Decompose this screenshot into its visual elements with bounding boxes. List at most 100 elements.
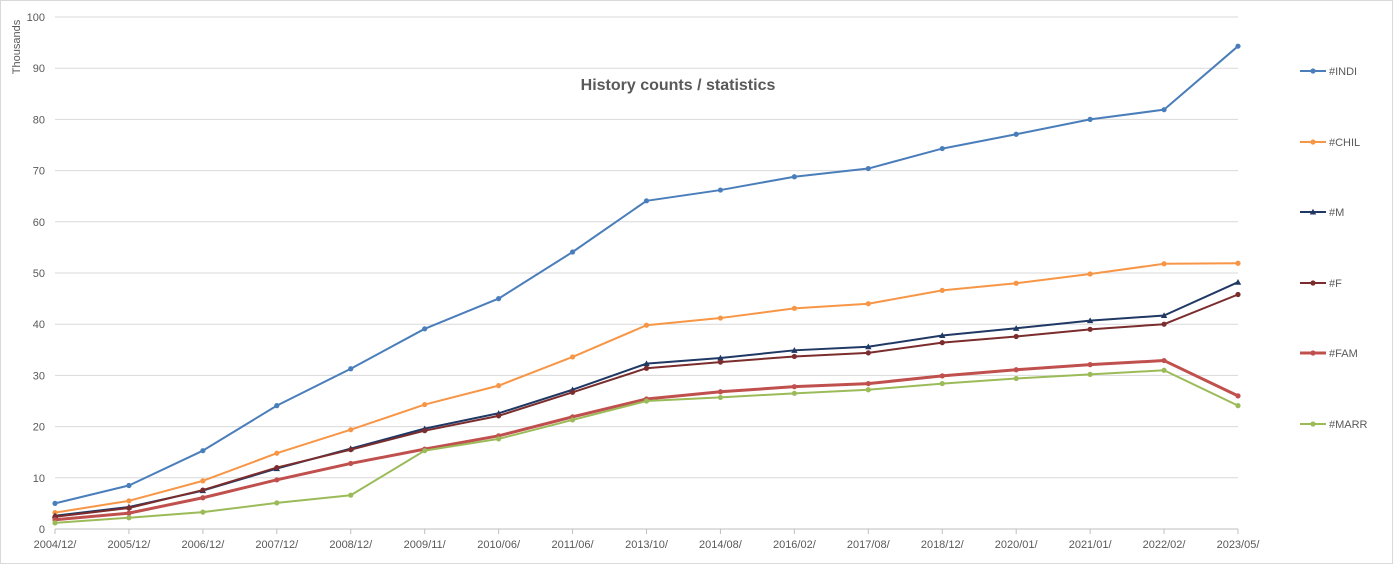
data-point [1161, 367, 1167, 373]
data-point [348, 492, 354, 498]
data-point [1087, 271, 1093, 277]
data-point [569, 249, 576, 255]
legend-item-f: #F [1300, 278, 1342, 290]
data-point [791, 305, 797, 311]
data-point [791, 353, 797, 360]
data-point [52, 520, 58, 526]
legend-marker [1310, 68, 1316, 74]
data-point [1161, 357, 1167, 364]
x-tick-label: 2008/12/ [329, 539, 373, 551]
data-point [1086, 317, 1094, 324]
x-tick-label: 2005/12/ [108, 539, 152, 551]
data-point [717, 389, 724, 395]
x-tick-label: 2004/12/ [34, 539, 78, 551]
x-tick-label: 2016/02/ [773, 539, 817, 551]
legend-marker [1310, 350, 1316, 356]
data-point [865, 380, 871, 387]
data-point [1235, 260, 1241, 266]
data-point [1087, 362, 1093, 368]
data-point [200, 495, 206, 501]
series-marr [52, 367, 1241, 526]
data-point [939, 380, 945, 387]
x-axis-ticks: 2004/12/2005/12/2006/12/2007/12/2008/12/… [34, 539, 1261, 551]
legend-marker [1310, 280, 1316, 286]
data-point [569, 354, 576, 360]
data-point [569, 389, 576, 395]
data-point [643, 360, 650, 367]
data-point [422, 448, 428, 454]
y-tick-label: 10 [33, 473, 45, 485]
data-point [200, 448, 206, 454]
data-point [1161, 321, 1167, 327]
data-point [422, 401, 428, 408]
data-point [348, 366, 354, 372]
legend-item-chil: #CHIL [1300, 137, 1360, 149]
data-point [274, 403, 280, 409]
series-lines [51, 43, 1242, 526]
data-point [865, 350, 871, 356]
data-point [643, 365, 650, 371]
data-point [1235, 43, 1241, 49]
data-point [939, 287, 945, 294]
y-tick-label: 50 [33, 268, 45, 280]
data-point [274, 464, 280, 471]
data-point [274, 477, 280, 483]
data-point [791, 174, 797, 180]
data-point [126, 515, 132, 521]
x-tick-label: 2017/08/ [847, 539, 891, 551]
series-line [54, 45, 1239, 505]
x-tick-label: 2020/01/ [995, 539, 1039, 551]
data-point [643, 398, 650, 404]
data-point [865, 165, 871, 172]
series-indi [52, 43, 1241, 506]
data-point [717, 187, 724, 193]
data-point [939, 145, 945, 152]
y-tick-label: 70 [33, 166, 45, 178]
y-tick-label: 0 [39, 524, 45, 536]
gridlines [55, 16, 1238, 479]
y-tick-label: 20 [33, 422, 45, 434]
legend-label: #MARR [1329, 419, 1368, 431]
legend-label: #INDI [1329, 66, 1357, 78]
data-point [126, 498, 132, 504]
y-tick-label: 30 [33, 370, 45, 382]
data-point [791, 390, 797, 396]
x-tick-label: 2018/12/ [921, 539, 965, 551]
data-point [348, 460, 354, 467]
data-point [643, 322, 650, 328]
data-point [496, 296, 502, 302]
data-point [717, 315, 724, 321]
legend-item-indi: #INDI [1300, 66, 1357, 78]
y-axis-title: Thousands [11, 19, 23, 74]
data-point [939, 332, 946, 339]
data-point [200, 478, 206, 484]
data-point [569, 417, 576, 423]
data-point [1013, 333, 1019, 340]
data-point [939, 373, 945, 379]
data-point [422, 428, 428, 434]
data-point [496, 436, 502, 442]
data-point [865, 343, 872, 350]
data-point [1235, 291, 1241, 298]
data-point [1087, 116, 1093, 122]
data-point [1013, 280, 1019, 286]
y-tick-label: 100 [27, 12, 45, 24]
chart-title: History counts / statistics [581, 77, 776, 94]
series-line [54, 359, 1239, 522]
x-tick-label: 2014/08/ [699, 539, 743, 551]
x-tick-label: 2009/11/ [404, 539, 447, 551]
y-tick-label: 40 [33, 319, 45, 331]
data-point [126, 510, 132, 516]
data-point [422, 326, 428, 332]
legend-marker [1310, 421, 1316, 427]
data-point [865, 301, 871, 307]
axes [54, 528, 1239, 534]
x-tick-label: 2013/10/ [625, 539, 669, 551]
series-line [54, 293, 1239, 518]
data-point [274, 450, 280, 456]
data-point [1087, 326, 1093, 332]
x-tick-label: 2021/01/ [1069, 539, 1113, 551]
legend-marker [1310, 139, 1316, 145]
